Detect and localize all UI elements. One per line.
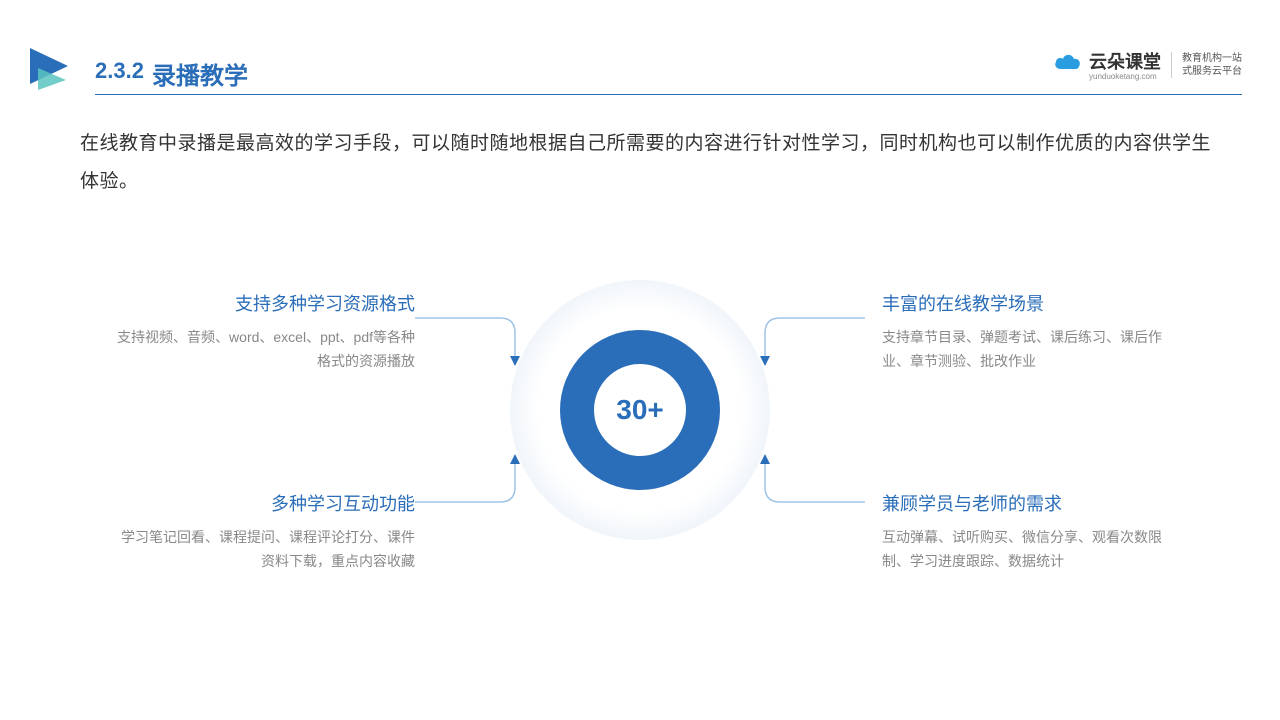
connector-top-right	[725, 310, 865, 370]
feature-title: 多种学习互动功能	[115, 490, 415, 516]
feature-desc: 支持视频、音频、word、excel、ppt、pdf等各种格式的资源播放	[115, 326, 415, 374]
feature-bottom-left: 多种学习互动功能 学习笔记回看、课程提问、课程评论打分、课件资料下载，重点内容收…	[115, 490, 415, 574]
logo-subtext: yunduoketang.com	[1089, 72, 1161, 81]
feature-title: 支持多种学习资源格式	[115, 290, 415, 316]
feature-desc: 支持章节目录、弹题考试、课后练习、课后作业、章节测验、批改作业	[882, 326, 1182, 374]
center-value: 30+	[616, 394, 664, 426]
cloud-icon	[1053, 51, 1083, 78]
feature-title: 兼顾学员与老师的需求	[882, 490, 1182, 516]
feature-top-left: 支持多种学习资源格式 支持视频、音频、word、excel、ppt、pdf等各种…	[115, 290, 415, 374]
section-number: 2.3.2	[95, 58, 144, 84]
connector-top-left	[415, 310, 555, 370]
section-title: 录播教学	[152, 56, 248, 91]
feature-bottom-right: 兼顾学员与老师的需求 互动弹幕、试听购买、微信分享、观看次数限制、学习进度跟踪、…	[882, 490, 1182, 574]
play-icon	[30, 48, 78, 95]
feature-desc: 互动弹幕、试听购买、微信分享、观看次数限制、学习进度跟踪、数据统计	[882, 526, 1182, 574]
logo-tagline-line1: 教育机构一站	[1182, 52, 1242, 65]
logo-tagline: 教育机构一站 式服务云平台	[1171, 52, 1242, 78]
feature-title: 丰富的在线教学场景	[882, 290, 1182, 316]
logo-tagline-line2: 式服务云平台	[1182, 65, 1242, 78]
connector-bottom-right	[725, 450, 865, 510]
slide-header: 2.3.2 录播教学 云朵课堂 yunduoketang.com 教育机构一站 …	[0, 30, 1280, 90]
feature-top-right: 丰富的在线教学场景 支持章节目录、弹题考试、课后练习、课后作业、章节测验、批改作…	[882, 290, 1182, 374]
logo-text: 云朵课堂	[1089, 48, 1161, 74]
feature-desc: 学习笔记回看、课程提问、课程评论打分、课件资料下载，重点内容收藏	[115, 526, 415, 574]
header-underline	[95, 94, 1242, 95]
intro-paragraph: 在线教育中录播是最高效的学习手段，可以随时随地根据自己所需要的内容进行针对性学习…	[80, 125, 1220, 201]
brand-logo: 云朵课堂 yunduoketang.com 教育机构一站 式服务云平台	[1053, 48, 1242, 81]
connector-bottom-left	[415, 450, 555, 510]
